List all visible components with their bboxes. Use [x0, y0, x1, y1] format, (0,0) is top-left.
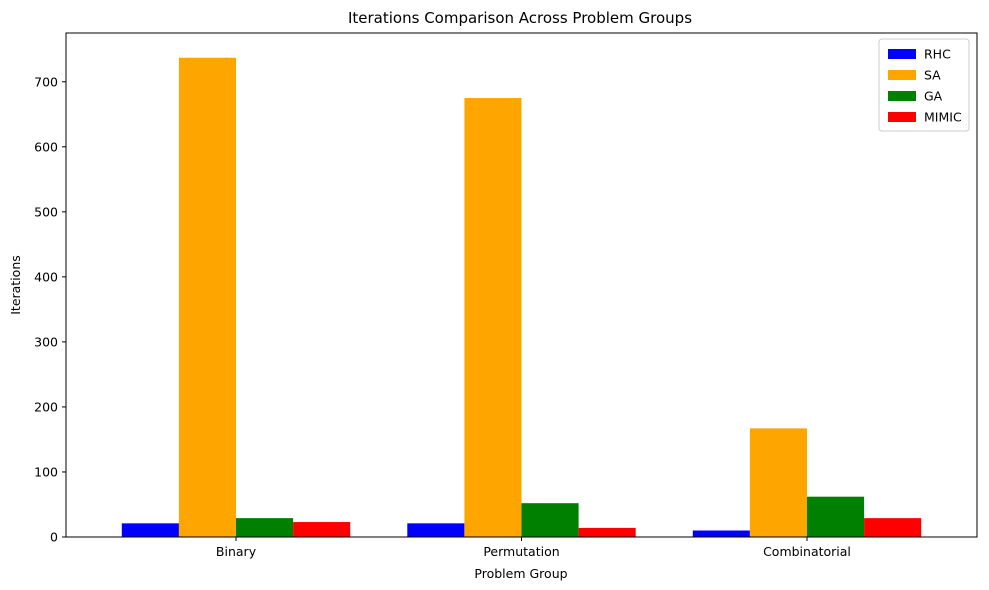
y-tick-label: 400: [34, 269, 58, 284]
y-tick-label: 700: [34, 74, 58, 89]
bar-sa-combinatorial: [749, 428, 807, 537]
y-tick-label: 200: [34, 399, 58, 414]
bars-group: [121, 57, 922, 538]
legend-label-rhc: RHC: [924, 47, 951, 62]
bar-mimic-combinatorial: [864, 518, 922, 537]
bar-mimic-binary: [293, 522, 351, 537]
y-axis: 0 100 200 300 400 500 600 700: [34, 74, 66, 545]
bar-sa-permutation: [464, 98, 522, 537]
legend: RHC SA GA MIMIC: [878, 38, 970, 132]
legend-label-mimic: MIMIC: [924, 110, 962, 125]
y-tick-label: 0: [50, 530, 58, 545]
x-axis: Binary Permutation Combinatorial: [216, 537, 851, 559]
x-tick-label: Permutation: [483, 544, 559, 559]
y-tick-label: 600: [34, 139, 58, 154]
legend-label-ga: GA: [924, 89, 943, 104]
legend-label-sa: SA: [924, 68, 941, 83]
bar-ga-combinatorial: [806, 496, 865, 537]
bar-mimic-permutation: [578, 527, 636, 537]
legend-swatch-rhc: [888, 49, 916, 59]
chart-title: Iterations Comparison Across Problem Gro…: [348, 9, 692, 27]
y-tick-label: 500: [34, 204, 58, 219]
y-tick-label: 300: [34, 334, 58, 349]
y-axis-title: Iterations: [8, 255, 23, 315]
legend-swatch-sa: [888, 70, 916, 80]
x-axis-title: Problem Group: [474, 566, 567, 581]
bar-sa-binary: [178, 57, 237, 538]
y-tick-label: 100: [34, 464, 58, 479]
legend-swatch-mimic: [888, 112, 916, 122]
legend-frame: [878, 38, 970, 132]
legend-swatch-ga: [888, 91, 916, 101]
x-tick-label: Binary: [216, 544, 257, 559]
bar-rhc-permutation: [407, 523, 465, 537]
bar-ga-permutation: [521, 503, 579, 537]
x-tick-label: Combinatorial: [763, 544, 851, 559]
bar-rhc-combinatorial: [692, 530, 750, 537]
bar-rhc-binary: [121, 523, 179, 537]
bar-ga-binary: [236, 518, 294, 537]
